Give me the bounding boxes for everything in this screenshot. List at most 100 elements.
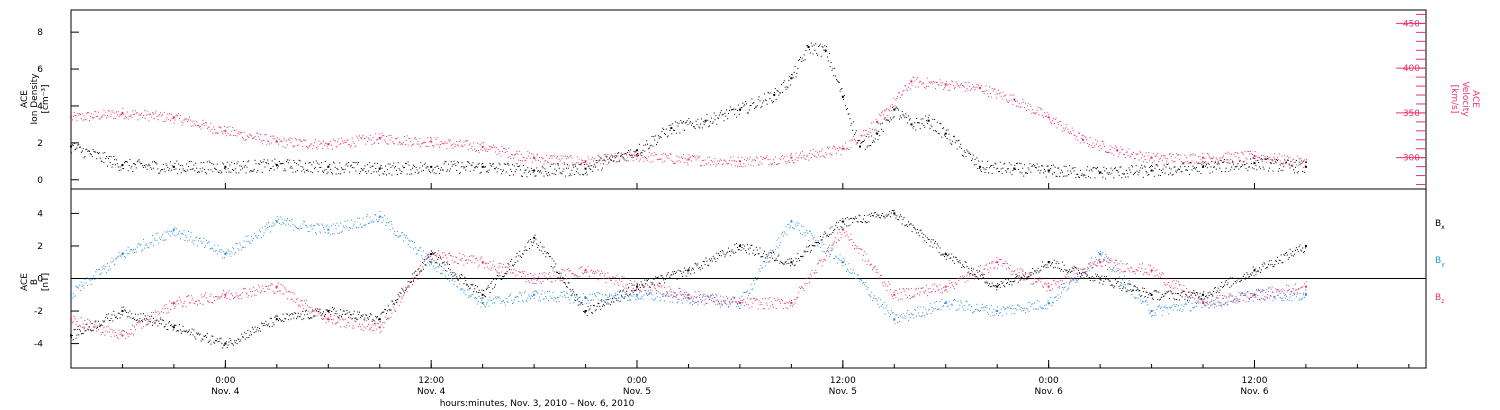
- sample-dot: [397, 143, 399, 145]
- sample-dot: [915, 129, 917, 131]
- sample-dot: [540, 156, 542, 158]
- sample-dot: [1078, 176, 1080, 178]
- sample-dot: [1277, 158, 1279, 160]
- sample-dot: [699, 294, 701, 296]
- sample-dot: [891, 103, 893, 105]
- sample-dot: [623, 153, 625, 155]
- sample-dot: [890, 310, 892, 312]
- sample-dot: [1027, 167, 1029, 169]
- sample-dot: [935, 307, 936, 309]
- sample-dot: [463, 291, 465, 293]
- sample-dot: [190, 161, 192, 163]
- sample-dot: [217, 132, 219, 134]
- sample-dot: [664, 286, 666, 288]
- sample-dot: [112, 111, 114, 113]
- sample-dot: [623, 158, 625, 160]
- point-ion-density-3: [224, 165, 227, 168]
- sample-dot: [200, 240, 202, 242]
- sample-dot: [183, 230, 185, 232]
- sample-dot: [80, 146, 81, 148]
- sample-dot: [1097, 140, 1098, 142]
- sample-dot: [98, 111, 99, 113]
- sample-dot: [610, 298, 612, 300]
- sample-dot: [80, 114, 81, 116]
- sample-dot: [750, 164, 752, 166]
- sample-dot: [1244, 293, 1246, 295]
- sample-dot: [197, 171, 199, 173]
- sample-dot: [373, 220, 375, 222]
- sample-dot: [854, 272, 855, 274]
- sample-dot: [1044, 170, 1046, 172]
- sample-dot: [649, 289, 651, 291]
- sample-dot: [75, 115, 77, 117]
- sample-dot: [275, 287, 277, 289]
- sample-dot: [1220, 157, 1222, 159]
- point-bz-19: [1047, 285, 1050, 288]
- sample-dot: [567, 157, 569, 159]
- sample-dot: [257, 132, 259, 134]
- sample-dot: [1073, 134, 1075, 136]
- sample-dot: [1248, 301, 1250, 303]
- sample-dot: [371, 330, 373, 332]
- sample-dot: [530, 152, 532, 154]
- sample-dot: [239, 294, 241, 296]
- sample-dot: [315, 160, 317, 162]
- sample-dot: [107, 325, 109, 327]
- sample-dot: [124, 256, 126, 258]
- sample-dot: [779, 244, 781, 246]
- sample-dot: [188, 239, 190, 241]
- sample-dot: [401, 142, 403, 144]
- sample-dot: [192, 125, 194, 127]
- sample-dot: [926, 313, 928, 315]
- sample-dot: [1209, 172, 1211, 174]
- sample-dot: [1002, 91, 1004, 93]
- sample-dot: [312, 148, 314, 150]
- sample-dot: [460, 288, 462, 290]
- sample-dot: [410, 246, 412, 248]
- sample-dot: [622, 286, 624, 288]
- sample-dot: [609, 157, 611, 159]
- sample-dot: [163, 239, 165, 241]
- sample-dot: [218, 126, 220, 128]
- sample-dot: [605, 294, 607, 296]
- sample-dot: [179, 238, 181, 240]
- sample-dot: [170, 113, 172, 115]
- sample-dot: [88, 150, 90, 152]
- sample-dot: [234, 296, 236, 298]
- sample-dot: [855, 278, 857, 280]
- sample-dot: [652, 294, 654, 296]
- sample-dot: [1273, 297, 1275, 299]
- sample-dot: [261, 285, 263, 287]
- sample-dot: [656, 292, 657, 294]
- sample-dot: [414, 277, 416, 279]
- sample-dot: [826, 153, 828, 155]
- sample-dot: [400, 172, 402, 174]
- sample-dot: [190, 232, 192, 234]
- sample-dot: [1300, 162, 1302, 164]
- sample-dot: [479, 143, 481, 145]
- sample-dot: [890, 105, 891, 107]
- sample-dot: [737, 302, 738, 304]
- sample-dot: [1173, 166, 1175, 168]
- sample-dot: [512, 174, 514, 176]
- sample-dot: [1081, 134, 1083, 136]
- sample-dot: [832, 147, 834, 149]
- sample-dot: [1109, 173, 1111, 175]
- sample-dot: [103, 162, 105, 164]
- sample-dot: [116, 257, 117, 259]
- sample-dot: [860, 278, 862, 280]
- sample-dot: [514, 153, 516, 155]
- sample-dot: [151, 168, 153, 170]
- sample-dot: [737, 301, 739, 303]
- sample-dot: [1015, 308, 1017, 310]
- sample-dot: [214, 299, 216, 301]
- sample-dot: [339, 319, 341, 321]
- sample-dot: [76, 321, 78, 323]
- sample-dot: [590, 300, 592, 302]
- sample-dot: [1184, 165, 1186, 167]
- sample-dot: [462, 145, 464, 147]
- sample-dot: [936, 309, 938, 311]
- sample-dot: [1255, 293, 1257, 295]
- sample-dot: [162, 163, 164, 165]
- sample-dot: [563, 279, 565, 281]
